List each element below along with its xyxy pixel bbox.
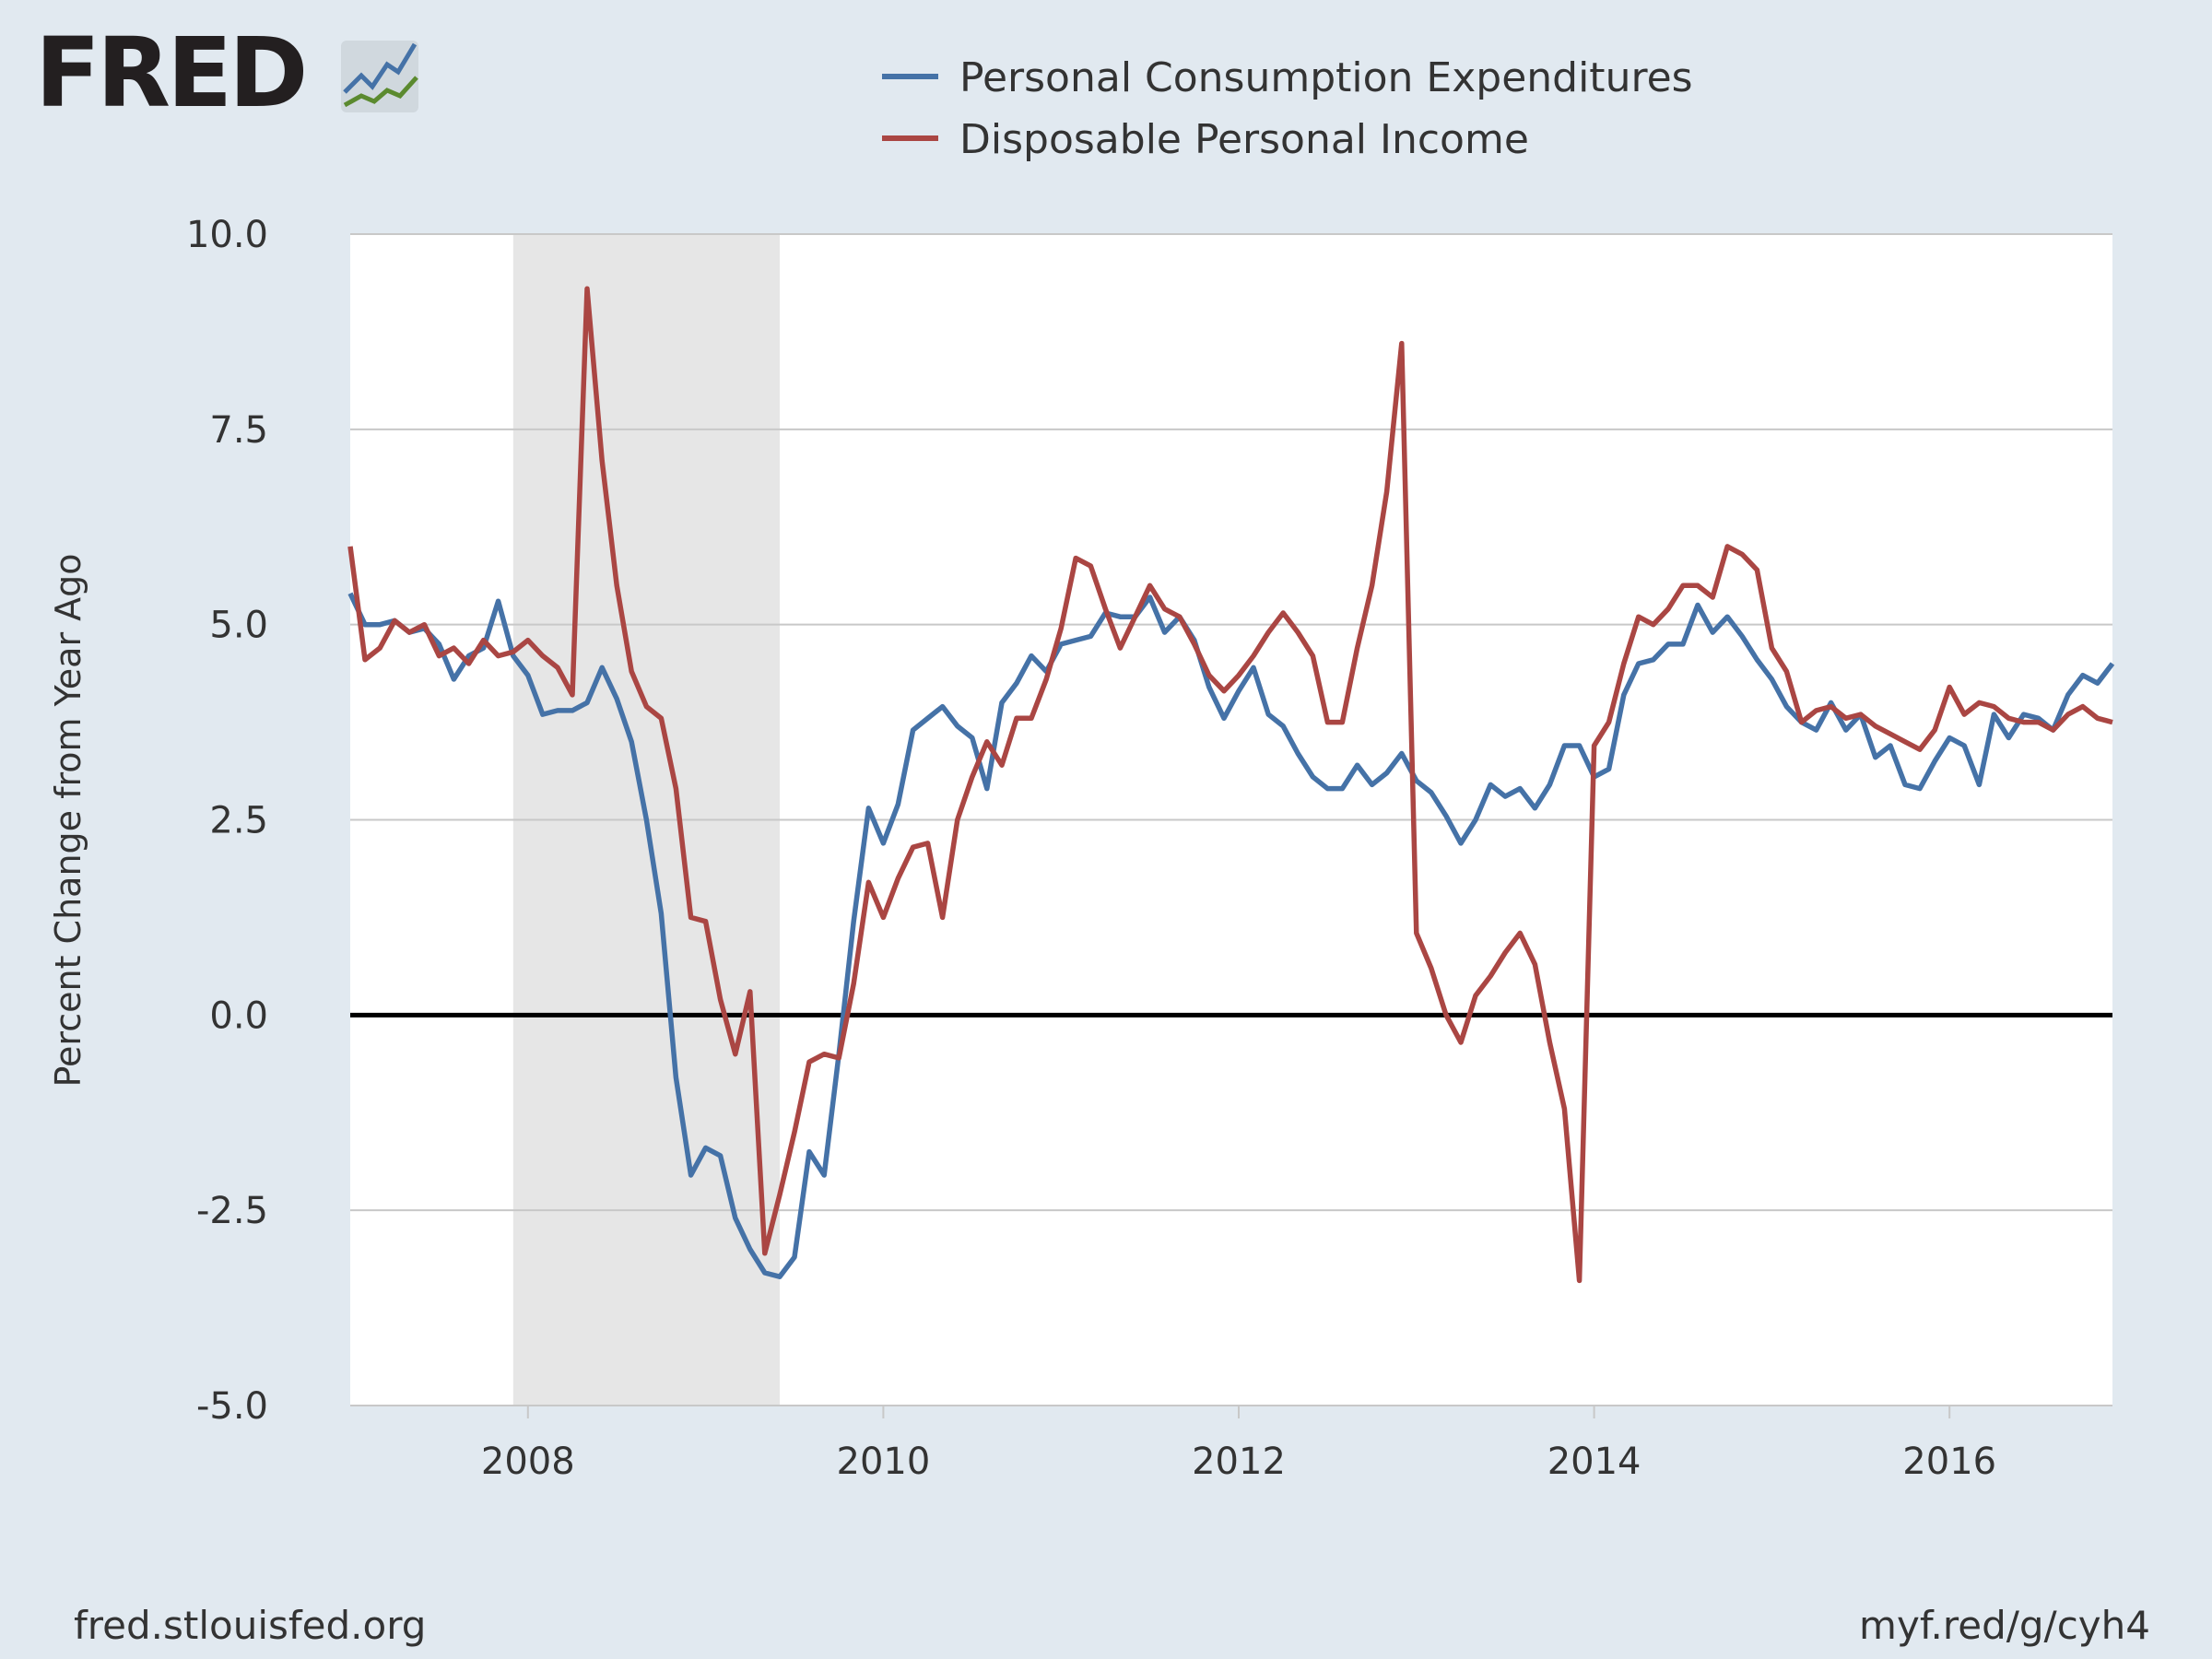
logo-icon (341, 41, 418, 112)
series-line (347, 592, 2115, 1279)
legend-label: Personal Consumption Expenditures (959, 54, 1693, 101)
y-tick-label: 7.5 (209, 409, 268, 452)
x-tick-label: 2008 (481, 1441, 575, 1483)
x-tick-label: 2014 (1547, 1441, 1641, 1483)
logo-text: FRED (35, 17, 305, 129)
y-tick-label: 10.0 (186, 214, 268, 256)
y-axis-title: Percent Change from Year Ago (48, 553, 88, 1087)
source: fred.stlouisfed.org (74, 1603, 426, 1648)
x-tick-label: 2010 (837, 1441, 931, 1483)
x-tick-label: 2016 (1902, 1441, 1996, 1483)
y-tick-label: -2.5 (196, 1190, 268, 1232)
y-tick-label: 2.5 (209, 800, 268, 842)
legend-label: Disposable Personal Income (959, 116, 1529, 163)
series-line (347, 286, 2113, 1284)
y-tick-label: 5.0 (209, 605, 268, 647)
y-tick-label: 0.0 (209, 994, 268, 1037)
x-tick-label: 2012 (1192, 1441, 1286, 1483)
y-tick-label: -5.0 (196, 1385, 268, 1428)
link: myf.red/g/cyh4 (1859, 1603, 2150, 1648)
